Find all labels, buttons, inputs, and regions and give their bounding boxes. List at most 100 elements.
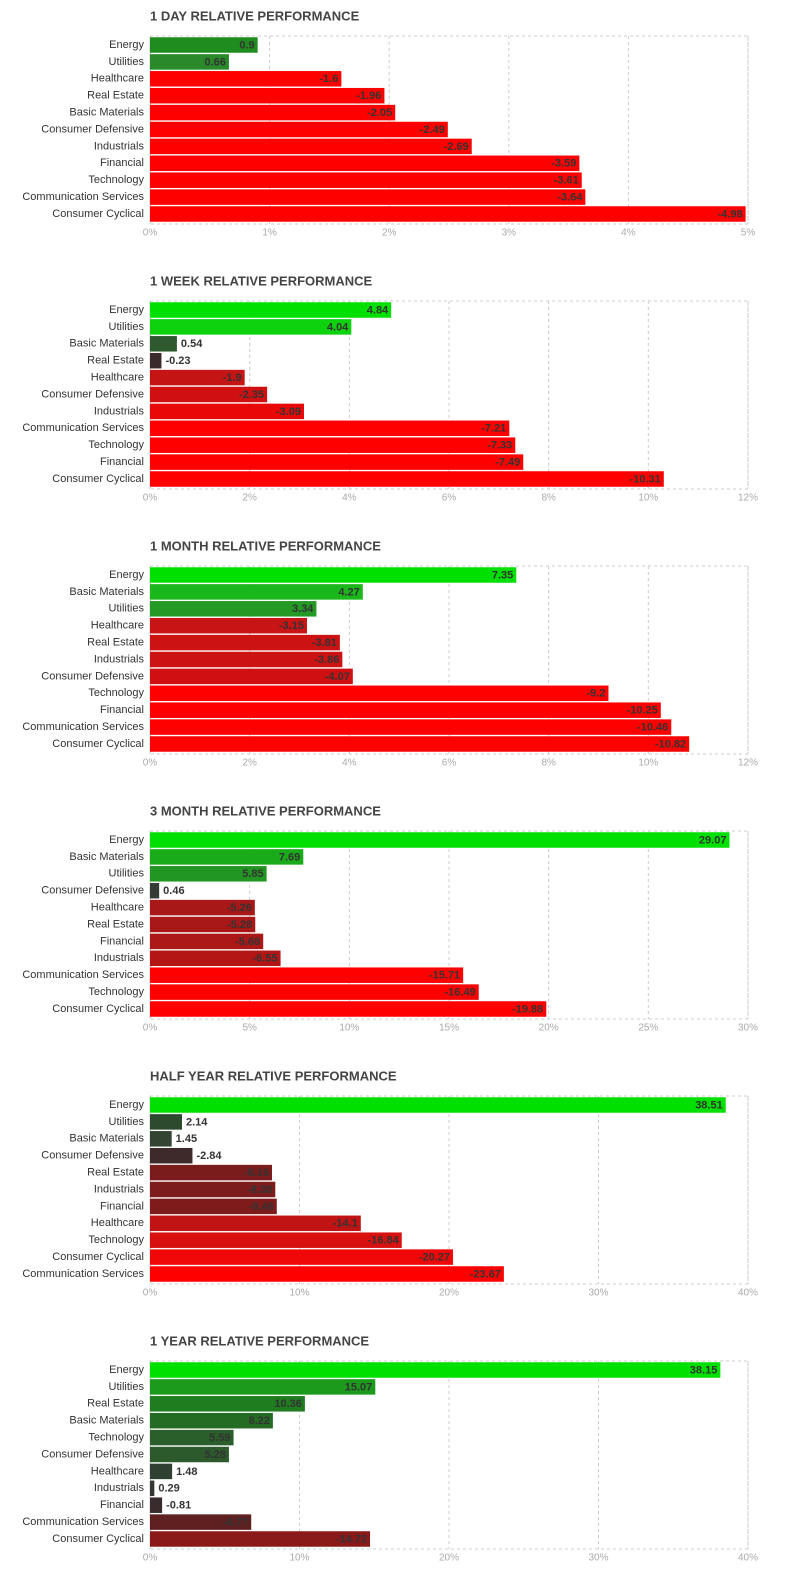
value-label: -3.59 [551,158,576,170]
bar [150,584,363,600]
value-label: -7.21 [481,423,506,435]
category-label: Real Estate [87,355,144,367]
value-label: 38.51 [695,1099,723,1111]
value-label: -3.15 [279,620,304,632]
chart-title: 1 WEEK RELATIVE PERFORMANCE [150,273,373,288]
value-label: 0.66 [205,56,226,68]
x-tick-label: 8% [541,758,556,769]
bar [150,933,264,950]
category-label: Basic Materials [69,338,144,350]
x-tick-label: 20% [439,1288,459,1299]
value-label: -3.09 [276,406,301,418]
category-label: Industrials [94,405,145,417]
category-label: Consumer Cyclical [52,738,144,750]
category-label: Consumer Cyclical [52,1003,144,1015]
category-label: Consumer Defensive [41,1448,144,1460]
bar [150,1396,305,1412]
category-label: Technology [88,174,144,186]
bar [150,967,464,983]
category-label: Technology [88,439,144,451]
bar [150,1362,721,1378]
category-label: Basic Materials [69,1415,144,1427]
bar [150,87,385,104]
value-label: -5.26 [227,902,252,914]
bar [150,1497,163,1513]
value-label: -8.16 [244,1167,269,1179]
category-label: Utilities [109,321,145,333]
bar [150,189,586,205]
category-label: Communication Services [22,1516,144,1528]
category-label: Consumer Cyclical [52,208,144,220]
value-label: -0.23 [165,355,190,367]
category-label: Communication Services [22,1268,144,1280]
x-tick-label: 4% [621,228,636,239]
category-label: Basic Materials [69,107,144,119]
x-tick-label: 4% [342,758,357,769]
category-label: Consumer Defensive [41,670,144,682]
category-label: Communication Services [22,969,144,981]
category-label: Energy [109,1099,144,1111]
category-label: Consumer Cyclical [52,1533,144,1545]
bar [150,471,664,487]
bar [150,138,472,155]
category-label: Industrials [94,653,145,665]
category-label: Financial [100,704,144,716]
bar [150,71,342,87]
bar [150,37,258,53]
value-label: 38.15 [690,1364,718,1376]
value-label: 3.34 [292,603,314,615]
value-label: -16.84 [368,1235,400,1247]
bar [150,1379,376,1395]
bar [150,386,268,403]
bar [150,916,256,933]
x-tick-label: 3% [502,228,517,239]
bar [150,369,245,386]
x-tick-label: 10% [638,493,658,504]
value-label: -10.31 [630,473,661,485]
x-tick-label: 10% [289,1288,309,1299]
x-tick-label: 10% [638,758,658,769]
bar [150,1446,229,1463]
chart-title: 1 DAY RELATIVE PERFORMANCE [150,8,360,23]
bar [150,1114,182,1130]
value-label: -15.71 [429,970,460,982]
bar [150,1249,454,1265]
bar [150,155,580,172]
bar [150,104,396,121]
value-label: -3.64 [557,192,583,204]
category-label: Utilities [109,1381,145,1393]
value-label: 15.07 [345,1381,373,1393]
value-label: -8.48 [249,1201,274,1213]
bar [150,567,517,583]
category-label: Basic Materials [69,586,144,598]
value-label: -0.81 [166,1500,191,1512]
category-label: Consumer Defensive [41,1150,144,1162]
category-label: Real Estate [87,918,144,930]
x-tick-label: 0% [143,493,158,504]
category-label: Utilities [109,868,145,880]
value-label: 0.54 [181,338,203,350]
category-label: Real Estate [87,1167,144,1179]
bar [150,1232,402,1248]
value-label: -6.77 [223,1517,248,1529]
x-tick-label: 6% [442,493,457,504]
category-label: Energy [109,304,144,316]
x-tick-label: 1% [262,228,277,239]
x-tick-label: 12% [738,493,758,504]
value-label: -1.9 [223,372,242,384]
category-label: Basic Materials [69,851,144,863]
value-label: -8.38 [247,1184,272,1196]
category-label: Healthcare [91,1465,144,1477]
category-label: Real Estate [87,90,144,102]
category-label: Utilities [109,603,145,615]
x-tick-label: 10% [289,1553,309,1564]
bar [150,1514,252,1530]
bar [150,832,730,848]
bar [150,1531,371,1547]
category-label: Technology [88,1234,144,1246]
bar [150,668,353,685]
bar [150,984,479,1000]
x-tick-label: 8% [541,493,556,504]
category-label: Energy [109,569,144,581]
